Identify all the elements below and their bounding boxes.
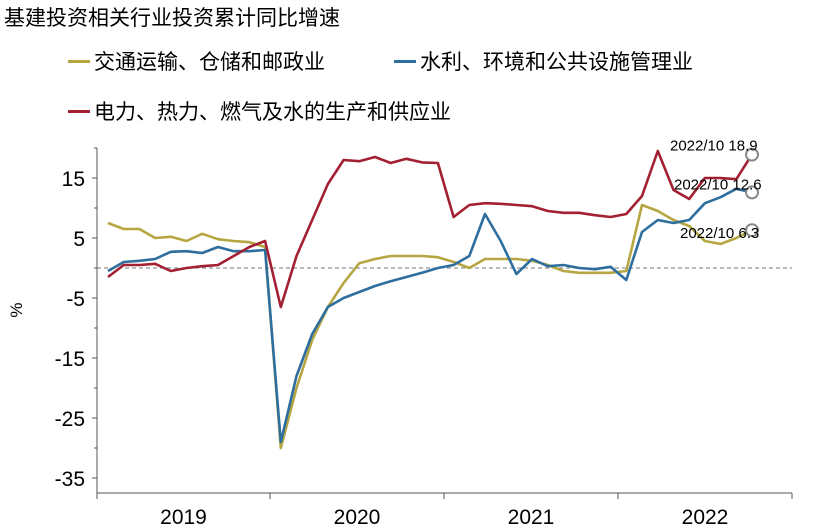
legend-item-transport: 交通运输、仓储和邮政业 bbox=[68, 46, 325, 76]
legend-swatch-transport bbox=[68, 59, 90, 63]
end-label-transport: 2022/10 6.3 bbox=[680, 225, 759, 242]
legend-label-water: 水利、环境和公共设施管理业 bbox=[420, 50, 693, 74]
y-tick-label: -15 bbox=[55, 348, 85, 371]
series-line-power bbox=[107, 149, 754, 309]
x-tick-label: 2020 bbox=[334, 506, 381, 529]
end-marker-transport bbox=[745, 223, 759, 238]
y-tick-label: 5 bbox=[73, 228, 85, 251]
y-tick-label: 15 bbox=[62, 168, 85, 191]
x-tick-label: 2022 bbox=[682, 506, 729, 529]
end-label-power: 2022/10 18.9 bbox=[670, 138, 758, 155]
legend-label-power: 电力、热力、燃气及水的生产和供应业 bbox=[94, 100, 451, 124]
legend-swatch-water bbox=[394, 59, 416, 63]
series-line-transport bbox=[107, 203, 753, 450]
legend-swatch-power bbox=[68, 109, 90, 113]
y-tick-label: -25 bbox=[55, 408, 85, 431]
legend-item-power: 电力、热力、燃气及水的生产和供应业 bbox=[68, 96, 451, 126]
y-axis-label: % bbox=[7, 302, 26, 317]
series-line-water bbox=[107, 187, 753, 444]
y-tick-label: -5 bbox=[66, 288, 85, 311]
end-marker-water bbox=[745, 185, 759, 200]
x-tick-label: 2021 bbox=[508, 506, 555, 529]
y-tick-label: -35 bbox=[55, 468, 85, 491]
end-label-water: 2022/10 12.6 bbox=[674, 176, 762, 193]
x-tick-label: 2019 bbox=[160, 506, 207, 529]
chart-title: 基建投资相关行业投资累计同比增速 bbox=[4, 6, 340, 30]
end-marker-power bbox=[745, 147, 759, 162]
legend-item-water: 水利、环境和公共设施管理业 bbox=[394, 46, 693, 76]
legend-label-transport: 交通运输、仓储和邮政业 bbox=[94, 50, 325, 74]
